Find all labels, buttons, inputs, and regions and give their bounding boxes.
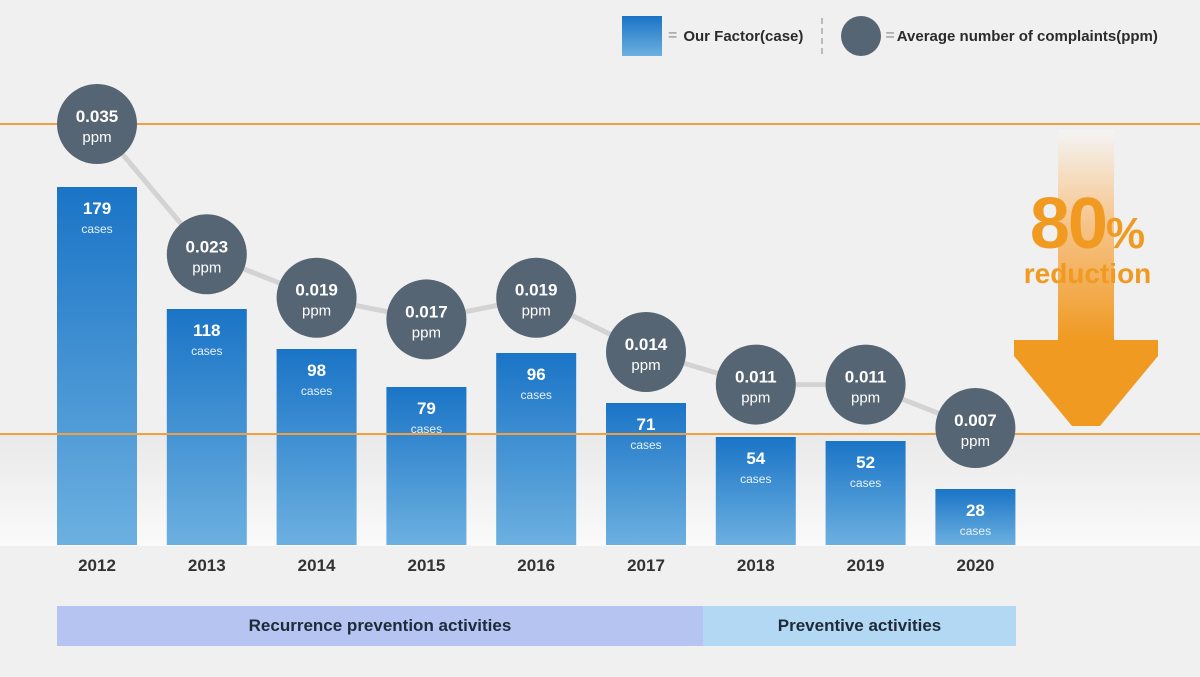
bar-group: 98 cases bbox=[276, 349, 357, 545]
bar-unit: cases bbox=[850, 476, 881, 490]
ppm-circle-2014 bbox=[276, 257, 357, 338]
bar-2018 bbox=[715, 437, 796, 545]
ppm-value: 0.011 bbox=[845, 368, 887, 387]
legend: = Our Factor(case) = Average number of c… bbox=[622, 16, 1158, 56]
ppm-point: 0.017 ppm bbox=[386, 279, 467, 360]
bar-group: 54 cases bbox=[715, 437, 796, 545]
x-tick-label: 2013 bbox=[188, 556, 226, 575]
reduction-arrow bbox=[1014, 130, 1158, 426]
ppm-value: 0.007 bbox=[954, 411, 997, 430]
ppm-point: 0.023 ppm bbox=[166, 214, 247, 295]
ppm-unit: ppm bbox=[302, 303, 331, 320]
legend-equals: = bbox=[885, 27, 895, 44]
bar-group: 118 cases bbox=[166, 309, 247, 545]
ppm-circle-2012 bbox=[57, 84, 137, 164]
bar-unit: cases bbox=[191, 344, 222, 358]
ppm-circle-2015 bbox=[386, 279, 467, 360]
ppm-point: 0.014 ppm bbox=[606, 312, 686, 392]
reduction-callout: 80% reduction bbox=[1010, 130, 1165, 430]
ppm-point: 0.007 ppm bbox=[935, 388, 1016, 468]
bar-value: 71 bbox=[637, 415, 656, 434]
ppm-circle-2016 bbox=[496, 257, 577, 338]
ppm-value: 0.019 bbox=[295, 281, 338, 300]
bar-value: 28 bbox=[966, 501, 985, 520]
bar-2013 bbox=[166, 309, 247, 545]
ppm-value: 0.023 bbox=[186, 237, 229, 256]
x-tick-label: 2018 bbox=[737, 556, 775, 575]
bar-value: 179 bbox=[83, 199, 111, 218]
ppm-value: 0.011 bbox=[735, 368, 777, 387]
ppm-point: 0.019 ppm bbox=[276, 257, 357, 338]
bar-value: 98 bbox=[307, 361, 326, 380]
ppm-unit: ppm bbox=[192, 259, 221, 276]
bar-group: 52 cases bbox=[825, 441, 906, 545]
legend-line-label: Average number of complaints(ppm) bbox=[896, 27, 1158, 45]
bar-unit: cases bbox=[630, 438, 661, 452]
bar-2016 bbox=[496, 353, 577, 545]
bar-2020 bbox=[935, 489, 1016, 545]
bar-unit: cases bbox=[960, 524, 991, 538]
legend-circle-swatch bbox=[841, 16, 882, 56]
ppm-value: 0.014 bbox=[625, 335, 668, 354]
phase-preventive: Preventive activities bbox=[703, 606, 1016, 646]
ppm-unit: ppm bbox=[522, 303, 551, 320]
bar-unit: cases bbox=[301, 384, 332, 398]
ppm-unit: ppm bbox=[961, 433, 990, 450]
phase-recurrence-prevention: Recurrence prevention activities bbox=[57, 606, 703, 646]
bar-unit: cases bbox=[81, 222, 112, 236]
ppm-circle-2013 bbox=[166, 214, 247, 295]
bar-2017 bbox=[606, 403, 686, 545]
x-tick-label: 2012 bbox=[78, 556, 116, 575]
x-tick-label: 2020 bbox=[956, 556, 994, 575]
x-tick-label: 2016 bbox=[517, 556, 555, 575]
ppm-unit: ppm bbox=[82, 129, 111, 146]
ppm-point: 0.011 ppm bbox=[715, 344, 796, 425]
reduction-value: 80% bbox=[1029, 184, 1146, 264]
bar-group: 179 cases bbox=[57, 187, 137, 545]
bar-group: 96 cases bbox=[496, 353, 577, 545]
ppm-point: 0.035 ppm bbox=[57, 84, 137, 164]
ppm-circle-2017 bbox=[606, 312, 686, 392]
ppm-unit: ppm bbox=[851, 390, 880, 407]
ppm-value: 0.017 bbox=[405, 302, 448, 321]
ppm-unit: ppm bbox=[412, 324, 441, 341]
bar-unit: cases bbox=[740, 472, 771, 486]
x-tick-label: 2014 bbox=[298, 556, 336, 575]
ppm-unit: ppm bbox=[741, 390, 770, 407]
bar-value: 54 bbox=[746, 449, 765, 468]
x-tick-label: 2017 bbox=[627, 556, 665, 575]
ppm-unit: ppm bbox=[631, 357, 660, 374]
reduction-percent: % bbox=[1105, 209, 1146, 258]
bar-unit: cases bbox=[521, 388, 552, 402]
x-tick-label: 2019 bbox=[847, 556, 885, 575]
ppm-circle-2018 bbox=[715, 344, 796, 425]
ppm-value: 0.019 bbox=[515, 281, 558, 300]
bar-group: 79 cases bbox=[386, 387, 467, 545]
bar-value: 96 bbox=[527, 365, 546, 384]
ppm-value: 0.035 bbox=[76, 107, 119, 126]
bar-2019 bbox=[825, 441, 906, 545]
bar-2014 bbox=[276, 349, 357, 545]
bar-group: 28 cases bbox=[935, 489, 1016, 545]
legend-bar-label: Our Factor(case) bbox=[683, 27, 804, 45]
legend-separator bbox=[821, 18, 824, 54]
ppm-point: 0.019 ppm bbox=[496, 257, 577, 338]
reduction-label: reduction bbox=[1023, 258, 1152, 289]
bar-value: 79 bbox=[417, 399, 436, 418]
bar-2015 bbox=[386, 387, 467, 545]
x-tick-label: 2015 bbox=[407, 556, 445, 575]
legend-bar-swatch bbox=[622, 16, 662, 56]
legend-equals: = bbox=[668, 27, 678, 44]
bar-unit: cases bbox=[411, 422, 442, 436]
ppm-point: 0.011 ppm bbox=[825, 344, 906, 425]
ppm-circle-2020 bbox=[935, 388, 1016, 468]
bar-group: 71 cases bbox=[606, 403, 686, 545]
bar-2012 bbox=[57, 187, 137, 545]
bar-value: 118 bbox=[193, 321, 220, 340]
bar-value: 52 bbox=[856, 453, 875, 472]
ppm-circle-2019 bbox=[825, 344, 906, 425]
